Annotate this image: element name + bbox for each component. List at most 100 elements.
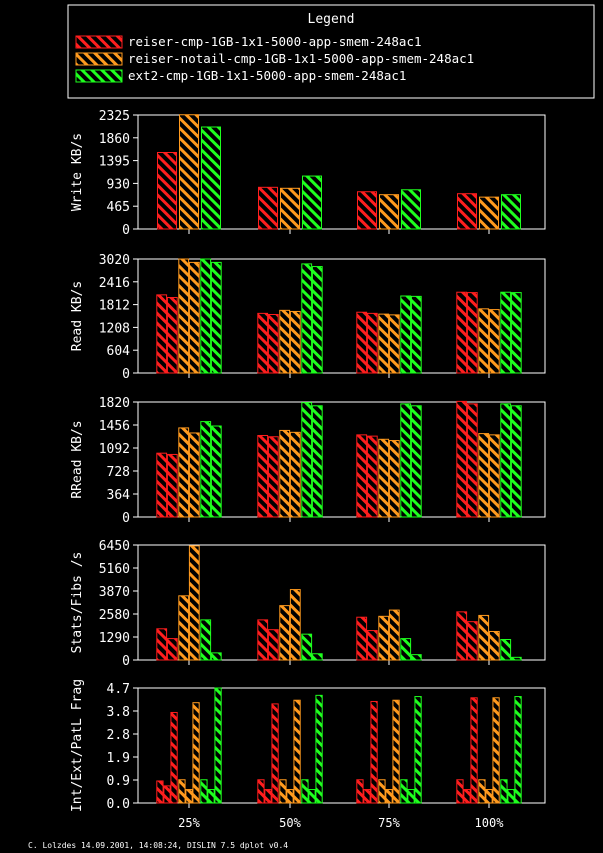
bar-reiser — [456, 611, 468, 661]
bar-ext2 — [500, 779, 508, 804]
bar-reiser — [257, 434, 269, 518]
bar-ext2 — [500, 639, 512, 661]
y-tick-label: 1812 — [99, 299, 130, 314]
bar-reiser — [457, 193, 477, 230]
x-tick-label: 100% — [475, 816, 505, 830]
bar-reiser-notail — [279, 309, 291, 374]
bar-reiser — [356, 311, 368, 374]
plot-frame — [137, 258, 546, 374]
y-axis-label: Read KB/s — [70, 281, 85, 351]
bar-reiser-notail — [392, 699, 400, 804]
bar-reiser-notail — [280, 187, 300, 230]
bar-reiser — [466, 403, 478, 518]
bar-ext2 — [311, 266, 323, 374]
bar-ext2 — [201, 126, 221, 230]
bar-reiser-notail — [178, 258, 190, 374]
bar-reiser-notail — [179, 114, 199, 230]
bar-reiser — [356, 434, 368, 518]
plot-frame — [137, 544, 546, 661]
y-tick-label: 930 — [107, 177, 130, 192]
bar-reiser-notail — [488, 630, 500, 661]
bar-reiser-notail — [286, 789, 294, 804]
bar-ext2 — [302, 175, 322, 230]
bar-ext2 — [210, 425, 222, 518]
y-tick-label: 1290 — [99, 631, 130, 646]
footer-credit: C. Lolzdes 14.09.2001, 14:08:24, DISLIN … — [28, 841, 288, 850]
bar-reiser-notail — [388, 440, 400, 518]
bar-ext2 — [510, 405, 522, 518]
bar-ext2 — [410, 295, 422, 374]
x-tick-label: 50% — [279, 816, 301, 830]
bar-reiser — [466, 292, 478, 374]
bar-reiser-notail — [388, 314, 400, 374]
bar-reiser-notail — [188, 261, 200, 374]
bar-reiser-notail — [478, 779, 486, 804]
bar-reiser-notail — [289, 589, 301, 661]
bar-ext2 — [407, 789, 415, 804]
legend-swatch — [75, 52, 123, 66]
bar-reiser — [356, 616, 368, 661]
bar-ext2 — [400, 295, 412, 374]
bar-reiser — [257, 312, 269, 374]
bar-ext2 — [400, 403, 412, 518]
x-tick-label: 25% — [178, 816, 200, 830]
y-tick-label: 3020 — [99, 253, 130, 268]
y-tick-label: 0.9 — [107, 774, 130, 789]
bar-ext2 — [200, 779, 208, 804]
y-axis-label: RRead KB/s — [70, 420, 85, 498]
bar-reiser — [366, 312, 378, 374]
chart-panel: 0.0 0.9 1.9 2.8 3.8 4.7 Int/Ext/PatL Frag — [70, 679, 546, 812]
y-tick-label: 2416 — [99, 276, 130, 291]
bar-ext2 — [401, 189, 421, 230]
bar-ext2 — [301, 263, 313, 374]
bar-reiser — [357, 191, 377, 230]
bar-reiser-notail — [185, 789, 193, 804]
bar-ext2 — [301, 633, 313, 661]
y-tick-label: 2325 — [99, 109, 130, 124]
bar-reiser — [463, 789, 471, 804]
y-tick-label: 1208 — [99, 321, 130, 336]
bar-reiser — [456, 291, 468, 374]
bar-reiser — [156, 780, 164, 804]
bar-ext2 — [500, 291, 512, 374]
bar-reiser — [271, 703, 279, 804]
legend-swatch — [75, 69, 123, 83]
bar-reiser-notail — [279, 779, 287, 804]
bar-reiser-notail — [378, 615, 390, 661]
bar-reiser-notail — [279, 429, 291, 518]
bar-reiser — [258, 186, 278, 230]
y-tick-label: 1.9 — [107, 751, 130, 766]
bar-ext2 — [510, 656, 522, 661]
legend-title: Legend — [308, 12, 355, 27]
y-tick-label: 5160 — [99, 562, 130, 577]
bar-reiser — [166, 297, 178, 374]
bar-reiser — [156, 294, 168, 374]
y-tick-label: 0 — [122, 223, 130, 238]
bar-reiser-notail — [385, 789, 393, 804]
bar-reiser — [156, 628, 168, 661]
bar-reiser-notail — [378, 313, 390, 374]
legend-entry-label: ext2-cmp-1GB-1x1-5000-app-smem-248ac1 — [128, 68, 406, 83]
bar-reiser — [456, 400, 468, 518]
bar-ext2 — [507, 789, 515, 804]
y-tick-label: 0 — [122, 367, 130, 382]
bar-ext2 — [414, 696, 422, 804]
y-tick-label: 3870 — [99, 585, 130, 600]
bar-ext2 — [501, 194, 521, 230]
y-axis-label: Int/Ext/PatL Frag — [70, 679, 85, 812]
x-tick-label: 75% — [378, 816, 400, 830]
y-tick-label: 1860 — [99, 132, 130, 147]
bar-ext2 — [301, 402, 313, 518]
bar-ext2 — [500, 403, 512, 518]
bar-reiser-notail — [178, 779, 186, 804]
bar-reiser-notail — [289, 431, 301, 518]
bar-ext2 — [214, 687, 222, 804]
y-tick-label: 1456 — [99, 419, 130, 434]
y-tick-label: 3.8 — [107, 705, 130, 720]
bar-reiser — [166, 453, 178, 518]
y-tick-label: 1820 — [99, 396, 130, 411]
y-tick-label: 0 — [122, 654, 130, 669]
bar-reiser — [363, 789, 371, 804]
bar-reiser-notail — [188, 545, 200, 661]
